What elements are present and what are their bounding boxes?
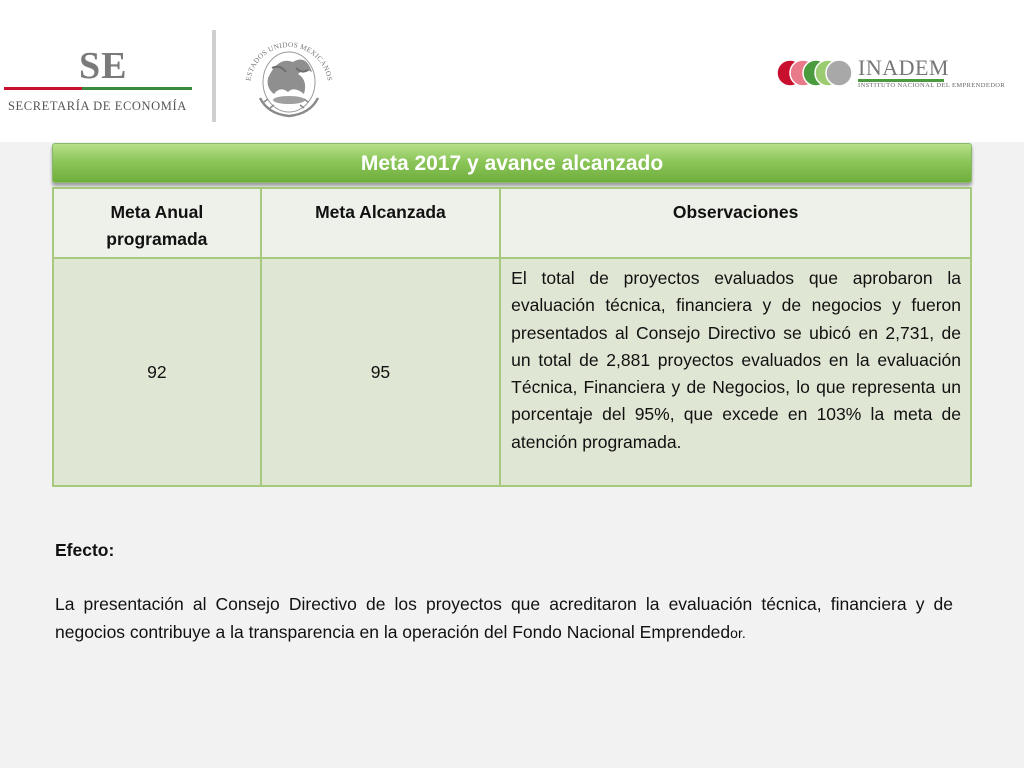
header-divider <box>212 30 216 122</box>
effect-label: Efecto: <box>55 540 115 560</box>
inadem-logo-subtitle: INSTITUTO NACIONAL DEL EMPRENDEDOR <box>858 82 1006 89</box>
se-logo-mark: SE <box>79 45 128 87</box>
header-observaciones: Observaciones <box>499 187 972 259</box>
effect-paragraph: La presentación al Consejo Directivo de … <box>55 591 953 647</box>
inadem-logo: INADEM INSTITUTO NACIONAL DEL EMPRENDEDO… <box>776 55 1006 95</box>
inadem-circles-icon <box>776 59 853 87</box>
effect-text: La presentación al Consejo Directivo de … <box>55 594 953 642</box>
inadem-logo-rule <box>858 79 944 82</box>
se-logo: SE SECRETARÍA DE ECONOMÍA <box>4 44 194 116</box>
header-meta-alcanzada: Meta Alcanzada <box>259 187 502 259</box>
goals-table: Meta Anual programada Meta Alcanzada Obs… <box>52 187 972 487</box>
cell-observaciones: El total de proyectos evaluados que apro… <box>499 257 972 487</box>
se-logo-green-line <box>82 87 192 90</box>
inadem-logo-name: INADEM <box>858 55 949 80</box>
slide-header: SE SECRETARÍA DE ECONOMÍA ESTADOS UNIDOS… <box>0 0 1024 142</box>
se-logo-red-line <box>4 87 82 90</box>
cell-meta-alcanzada: 95 <box>259 257 502 487</box>
table-header-row: Meta Anual programada Meta Alcanzada Obs… <box>52 187 972 259</box>
section-title-banner: Meta 2017 y avance alcanzado <box>52 143 972 183</box>
effect-section: Efecto: La presentación al Consejo Direc… <box>55 537 953 647</box>
cell-meta-anual: 92 <box>52 257 262 487</box>
table-row: 92 95 El total de proyectos evaluados qu… <box>52 257 972 487</box>
mexican-seal-logo: ESTADOS UNIDOS MEXICANOS <box>244 41 333 118</box>
se-logo-name: SECRETARÍA DE ECONOMÍA <box>8 99 187 113</box>
header-meta-anual: Meta Anual programada <box>52 187 262 259</box>
effect-text-tail: or. <box>730 624 746 641</box>
